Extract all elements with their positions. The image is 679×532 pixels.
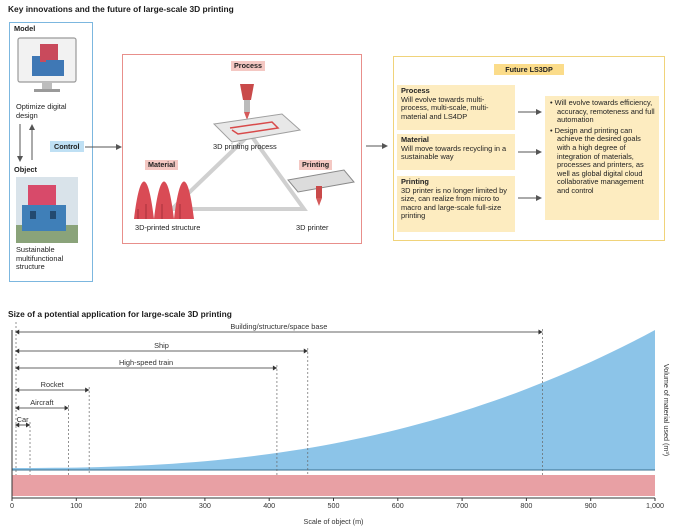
model-title: Model [14,24,36,33]
range-label: Rocket [41,380,64,389]
process-material-printing-panel [122,54,362,244]
future-material-box: Material Will move towards recycling in … [397,134,515,170]
control-label: Control [50,141,84,152]
range-arrow-left [15,422,20,428]
x-tick-label: 100 [70,501,82,510]
future-printing-box: Printing 3D printer is no longer limited… [397,176,515,232]
range-arrow-left [15,405,20,411]
x-tick-label: 300 [199,501,211,510]
range-label: Building/structure/space base [230,322,327,331]
future-bullet: • Design and printing can achieve the de… [550,125,644,195]
future-material-title: Material [401,135,429,144]
object-caption: Sustainable multifunctional structure [16,245,64,272]
future-material-text: Will move towards recycling in a sustain… [401,143,507,162]
range-arrow-right [85,387,90,393]
future-arrows [518,109,542,201]
triangle-illustration [134,84,355,219]
printing-caption: 3D printer [296,223,329,232]
x-tick-label: 200 [135,501,147,510]
range-arrow-left [15,348,20,354]
range-arrow-right [538,329,543,335]
material-label: Material [145,160,179,170]
x-tick-label: 0 [10,501,14,510]
range-label: High-speed train [119,358,173,367]
range-label: Car [17,415,29,424]
x-tick-label: 900 [585,501,597,510]
future-bullet: • Will evolve towards efficiency, accura… [550,98,655,125]
scale-band [12,475,655,496]
top-title: Key innovations and the future of large-… [8,4,234,14]
range-label: Ship [154,341,169,350]
object-building-photo [16,177,78,243]
model-caption: Optimize digital design [16,102,67,120]
control-loop-arrows [17,124,35,162]
x-tick-label: 600 [392,501,404,510]
range-arrow-right [272,365,277,371]
y-axis-label: Volume of material used (m³) [662,364,671,456]
x-axis-label: Scale of object (m) [304,517,364,526]
x-tick-label: 700 [456,501,468,510]
future-printing-text: 3D printer is no longer limited by size,… [401,185,507,221]
range-arrow-right [26,422,31,428]
range-arrow-right [64,405,69,411]
x-tick-label: 500 [328,501,340,510]
future-bullets-box: • Will evolve towards efficiency, accura… [545,96,659,220]
process-caption: 3D printing process [213,142,277,151]
range-arrow-left [15,387,20,393]
to-future-arrow [366,143,388,149]
model-object-panel [9,22,93,282]
future-process-box: Process Will evolve towards multi-proces… [397,85,515,130]
future-process-text: Will evolve towards multi-process, multi… [401,94,489,121]
process-label: Process [231,61,265,71]
range-label: Aircraft [30,398,53,407]
future-ls3dp-panel [393,56,665,241]
x-tick-label: 1,000 [646,501,664,510]
future-title: Future LS3DP [494,64,564,75]
x-tick-label: 800 [520,501,532,510]
material-caption: 3D-printed structure [135,223,201,232]
monitor-model-illustration [17,37,77,92]
printing-label: Printing [299,160,333,170]
range-arrow-right [303,348,308,354]
object-title: Object [14,165,37,174]
range-arrow-left [15,329,20,335]
application-size-chart: 0 100 200 300 400 500 600 700 800 900 1,000 Scale o… [10,322,671,526]
chart-title: Size of a potential application for larg… [8,309,232,319]
range-arrow-left [15,365,20,371]
future-process-title: Process [401,86,430,95]
control-arrow [85,144,122,150]
volume-area [12,330,655,470]
future-printing-title: Printing [401,177,429,186]
x-tick-label: 400 [263,501,275,510]
